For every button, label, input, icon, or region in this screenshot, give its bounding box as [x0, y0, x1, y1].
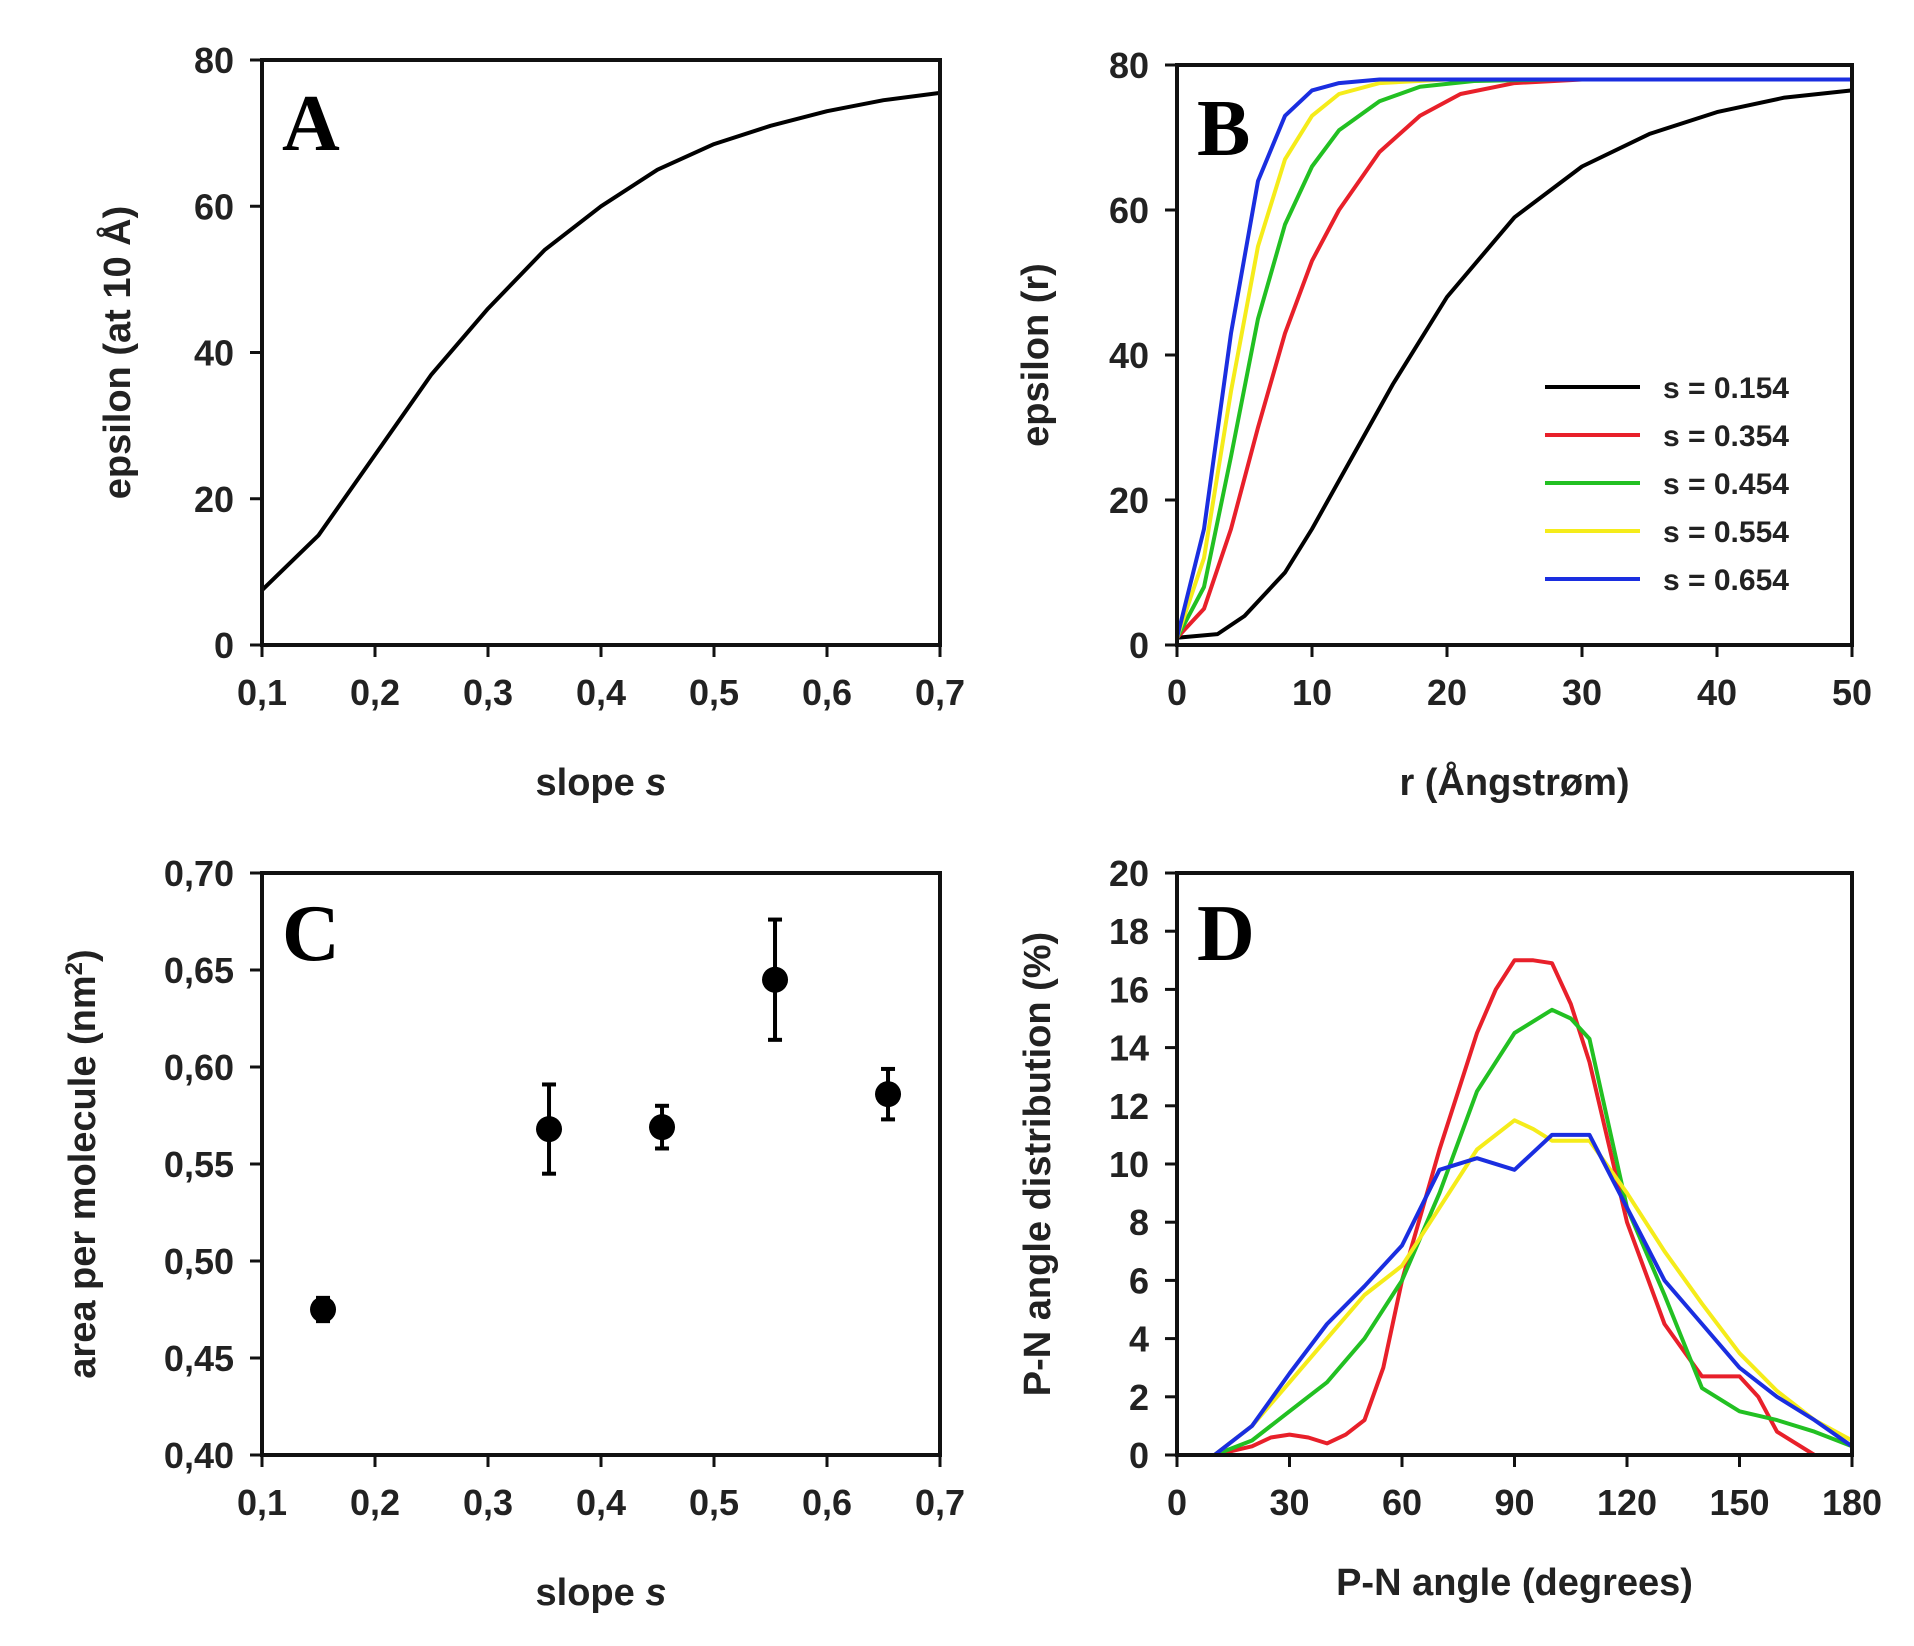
y-tick-label: 0,45 [164, 1338, 234, 1379]
x-axis-title: slope s [536, 1572, 667, 1614]
y-tick-label: 20 [1109, 480, 1149, 521]
legend-label: s = 0.354 [1663, 420, 1789, 453]
y-tick-label: 0,40 [164, 1435, 234, 1476]
x-tick-label: 0,7 [915, 1482, 965, 1523]
y-tick-label: 0,55 [164, 1144, 234, 1185]
y-tick-label: 80 [194, 40, 234, 81]
legend-label: s = 0.154 [1663, 372, 1789, 405]
y-tick-label: 18 [1109, 911, 1149, 952]
x-tick-label: 0,3 [463, 1482, 513, 1523]
panel-a: 0,1 0,2 0,3 0,4 0,5 0,6 0,7 0 20 40 60 80 slope s eps… [95, 40, 965, 804]
data-point [875, 1081, 902, 1108]
x-tick-label: 0,1 [237, 1482, 287, 1523]
x-tick-label: 90 [1494, 1482, 1534, 1523]
plot-frame [260, 58, 942, 647]
series-line-1 [1177, 958, 1852, 1457]
y-tick-label: 60 [1109, 190, 1149, 231]
x-tick-label: 0,3 [463, 672, 513, 713]
legend-label: s = 0.454 [1663, 468, 1789, 501]
legend: s = 0.154 s = 0.354 s = 0.454 s = 0.554 s = … [1545, 372, 1789, 597]
x-tick-label: 10 [1292, 672, 1332, 713]
panel-b: 0 10 20 30 40 50 0 20 40 60 80 r (Ångstrøm) epsilon … [1015, 45, 1872, 804]
y-tick-label: 20 [194, 479, 234, 520]
series-line-5 [1175, 77, 1852, 639]
x-tick-label: 20 [1427, 672, 1467, 713]
y-axis-title: area per molecule (nm2) [61, 949, 105, 1378]
y-tick-label: 80 [1109, 45, 1149, 86]
data-point [310, 1296, 337, 1323]
x-tick-label: 30 [1562, 672, 1602, 713]
panel-letter: D [1197, 890, 1255, 978]
x-tick-label: 0,2 [350, 1482, 400, 1523]
x-axis-title: P-N angle (degrees) [1336, 1562, 1693, 1604]
panel-c: 0,1 0,2 0,3 0,4 0,5 0,6 0,7 0,40 0,45 0,50 0,55 0,6… [61, 853, 966, 1614]
panel-d: 0 30 60 90 120 150 180 0 2 4 6 8 10 12 14 16 18 20 P-N ang… [1017, 853, 1882, 1604]
series-line-1 [260, 90, 941, 592]
y-tick-label: 0,70 [164, 853, 234, 894]
y-axis-title: epsilon (at 10 Å) [95, 206, 139, 500]
x-tick-label: 0 [1167, 1482, 1187, 1523]
x-tick-label: 180 [1822, 1482, 1882, 1523]
x-tick-label: 0,5 [689, 1482, 739, 1523]
x-tick-label: 60 [1382, 1482, 1422, 1523]
series-line-1 [1176, 88, 1853, 640]
x-tick-label: 0,4 [576, 672, 626, 713]
x-tick-label: 50 [1832, 672, 1872, 713]
y-tick-label: 8 [1129, 1202, 1149, 1243]
x-tick-label: 30 [1269, 1482, 1309, 1523]
series-line-2 [1175, 77, 1852, 640]
y-tick-label: 60 [194, 186, 234, 227]
y-tick-label: 0,60 [164, 1047, 234, 1088]
x-tick-label: 0,4 [576, 1482, 626, 1523]
y-tick-label: 40 [1109, 335, 1149, 376]
legend-label: s = 0.554 [1663, 516, 1789, 549]
y-axis-title: epsilon (r) [1015, 263, 1057, 447]
x-tick-label: 0,6 [802, 1482, 852, 1523]
panel-letter: B [1197, 85, 1250, 173]
data-point [762, 966, 789, 993]
series-line-4 [1177, 1132, 1854, 1457]
x-axis-title: slope s [536, 762, 667, 804]
y-tick-label: 14 [1109, 1028, 1149, 1069]
x-tick-label: 0,5 [689, 672, 739, 713]
y-tick-label: 0 [1129, 625, 1149, 666]
y-tick-label: 4 [1129, 1319, 1149, 1360]
y-tick-label: 0,65 [164, 950, 234, 991]
y-tick-label: 12 [1109, 1086, 1149, 1127]
x-axis-title: r (Ångstrøm) [1399, 760, 1629, 804]
panel-letter: C [282, 890, 340, 978]
series-line-3 [1177, 1118, 1853, 1457]
x-tick-label: 40 [1697, 672, 1737, 713]
x-tick-label: 0,1 [237, 672, 287, 713]
x-tick-label: 0,2 [350, 672, 400, 713]
y-tick-label: 6 [1129, 1260, 1149, 1301]
panel-letter: A [282, 80, 340, 168]
data-point [649, 1114, 676, 1141]
y-tick-label: 10 [1109, 1144, 1149, 1185]
y-tick-label: 0 [214, 625, 234, 666]
y-tick-label: 0,50 [164, 1241, 234, 1282]
legend-label: s = 0.654 [1663, 564, 1789, 597]
y-tick-label: 2 [1129, 1377, 1149, 1418]
x-tick-label: 0 [1167, 672, 1187, 713]
y-tick-label: 0 [1129, 1435, 1149, 1476]
x-tick-label: 0,6 [802, 672, 852, 713]
y-tick-label: 20 [1109, 853, 1149, 894]
y-tick-label: 40 [194, 333, 234, 374]
y-tick-label: 16 [1109, 969, 1149, 1010]
x-tick-label: 0,7 [915, 672, 965, 713]
data-point [536, 1116, 563, 1143]
series-line-2 [1177, 1007, 1853, 1457]
x-tick-label: 150 [1709, 1482, 1769, 1523]
x-tick-label: 120 [1597, 1482, 1657, 1523]
plot-frame [260, 871, 942, 1457]
y-axis-title: P-N angle distribution (%) [1017, 932, 1059, 1396]
